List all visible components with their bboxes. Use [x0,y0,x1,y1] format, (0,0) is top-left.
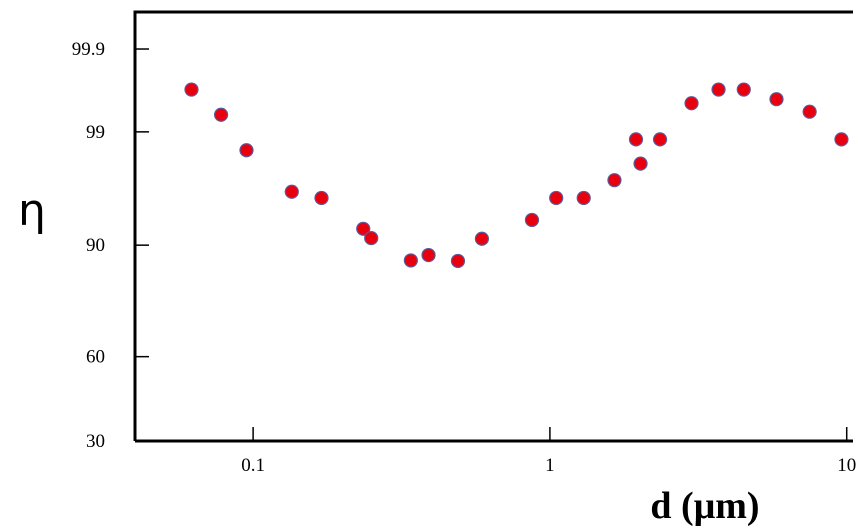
data-point [421,247,436,263]
data-point [356,221,371,236]
data-point [364,230,379,246]
data-point [736,82,751,97]
data-point [802,104,817,119]
y-axis-title: η [18,185,46,236]
data-point [652,132,668,147]
data-point [628,132,644,147]
data-point [549,190,564,206]
plot-frame [133,10,853,441]
data-point [607,173,622,188]
data-point [403,253,418,268]
data-points [184,82,849,269]
data-point [450,253,466,269]
y-tick-label: 90 [86,235,105,256]
data-point [213,107,229,122]
x-axis-title: d (μm) [650,485,759,527]
data-point [711,82,726,97]
data-point [834,132,849,147]
data-point [284,184,299,199]
y-tick-label: 60 [86,347,105,368]
y-tick-label: 30 [86,431,105,452]
data-point [184,82,199,97]
data-point [239,143,254,158]
y-tick-label: 99 [86,122,105,143]
axes [133,10,853,443]
data-point [524,212,540,228]
x-tick-label: 1 [545,455,555,476]
data-point [314,190,329,206]
x-tick-label: 10 [837,455,856,476]
y-tick-label: 99.9 [72,39,105,60]
data-point [684,96,699,111]
ticks: 0.1 1 10 30 60 90 99 99.9 [72,39,856,476]
data-point [769,92,784,107]
data-point [633,156,648,171]
data-point [576,190,591,206]
x-tick-label: 0.1 [241,455,265,476]
data-point [474,231,489,246]
